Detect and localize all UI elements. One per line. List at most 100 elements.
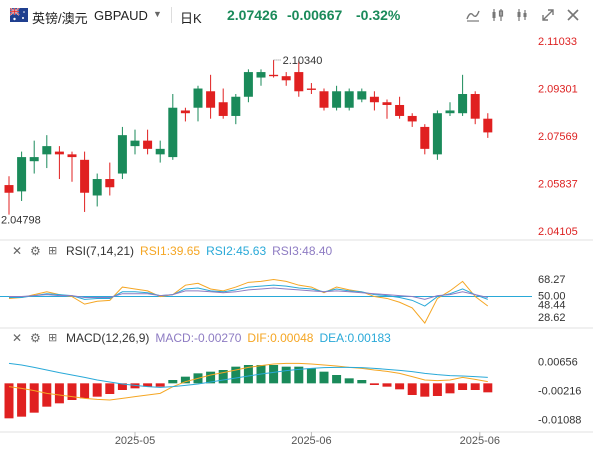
rsi-y-tick-label: 28.62 [538,312,566,324]
high-price-label: 2.10340 [283,55,323,67]
macd-histogram-bar [155,383,165,387]
candle-body [54,151,64,155]
macd-histogram-bar [29,383,39,413]
indicator-settings-icon[interactable] [465,7,481,23]
low-price-label: 2.04798 [1,215,41,227]
macd-value: MACD:-0.00270 [155,331,242,345]
rsi-header: ✕ ⚙ ⊞ RSI(7,14,21) RSI1:39.65 RSI2:45.63… [12,244,332,258]
candle-body [193,88,203,108]
macd-histogram-bar [407,383,417,395]
gear-icon[interactable]: ⚙ [30,331,41,345]
candle-body [29,157,39,162]
rsi-y-tick-label: 48.44 [538,300,566,312]
macd-histogram-bar [168,380,178,384]
candle-body [407,115,417,122]
candle-body [470,94,480,119]
timeframe-selector[interactable]: 日K [180,11,202,26]
candle-body [458,94,468,114]
macd-y-tick-label: -0.00216 [538,386,581,398]
candle-body [4,185,14,193]
candle-body [344,91,354,108]
price-change: -0.00667 [287,7,343,23]
macd-histogram-bar [105,383,115,394]
candle-style-icon[interactable] [514,7,530,23]
close-icon[interactable] [565,7,581,23]
rsi-y-tick-label: 68.27 [538,274,566,286]
rsi2-value: RSI2:45.63 [206,244,267,258]
candle-body [80,159,90,193]
candlestick-chart[interactable]: 2.11033 2.09301 2.07569 2.05837 2.04105 2.103… [0,30,593,453]
dea-line [8,362,488,388]
x-tick-label: 2025-05 [115,435,155,447]
macd-header: ✕ ⚙ ⊞ MACD(12,26,9) MACD:-0.00270 DIF:0.… [12,331,391,345]
checkbox-icon[interactable]: ⊞ [48,245,58,257]
y-tick-label: 2.05837 [538,179,578,191]
macd-y-tick-label: 0.00656 [538,356,578,368]
dea-value: DEA:0.00183 [319,331,391,345]
macd-histogram-bar [243,365,253,384]
candle-body [281,76,291,81]
rsi3-value: RSI3:48.40 [272,244,333,258]
macd-histogram-bar [281,366,291,384]
macd-histogram-bar [180,376,190,384]
candle-body [180,110,190,114]
candle-body [17,157,27,192]
candle-body [420,126,430,149]
candle-body [117,135,127,174]
candle-body [218,102,228,116]
macd-histogram-bar [269,365,279,384]
macd-histogram-bar [420,383,430,397]
macd-y-tick-label: -0.01088 [538,415,581,427]
candle-body [231,96,241,116]
macd-histogram-bar [54,383,64,404]
macd-histogram-bar [369,383,379,385]
macd-histogram-bar [206,371,216,384]
candle-body [105,179,115,188]
chart-type-icon[interactable] [490,7,506,23]
x-tick-label: 2025-06 [291,435,331,447]
dif-line [8,362,488,401]
close-indicator-icon[interactable]: ✕ [12,244,23,258]
symbol-selector[interactable]: GBPAUD [94,8,148,23]
candle-body [369,96,379,103]
macd-histogram-bar [306,368,316,384]
x-tick-label: 2025-06 [460,435,500,447]
rsi1-value: RSI1:39.65 [140,244,201,258]
candle-body [42,146,52,155]
macd-histogram-bar [231,366,241,384]
y-tick-label: 2.07569 [538,131,578,143]
rsi3-line [9,287,488,300]
macd-histogram-bar [4,383,14,419]
rsi2-line [9,284,488,307]
checkbox-icon[interactable]: ⊞ [48,332,58,344]
macd-histogram-bar [458,383,468,390]
macd-histogram-bar [218,370,228,384]
candle-body [357,91,367,100]
candle-body [206,91,216,108]
macd-histogram-bar [395,383,405,390]
close-indicator-icon[interactable]: ✕ [12,331,23,345]
expand-icon[interactable] [540,7,556,23]
macd-histogram-bar [483,383,493,393]
chevron-down-icon[interactable]: ▼ [153,9,162,19]
candle-body [168,107,178,158]
y-tick-label: 2.09301 [538,84,578,96]
gear-icon[interactable]: ⚙ [30,244,41,258]
last-price: 2.07426 [227,7,278,23]
candle-body [143,140,153,149]
macd-histogram-bar [470,383,480,390]
macd-histogram-bar [67,383,77,400]
candle-body [155,148,165,155]
toolbar-divider [171,7,172,23]
macd-histogram-bar [42,383,52,407]
macd-histogram-bar [17,383,27,417]
y-tick-label: 2.04105 [538,226,578,238]
macd-histogram-bar [432,383,442,396]
candle-body [294,72,304,92]
macd-histogram-bar [92,383,102,397]
price-change-percent: -0.32% [356,7,401,23]
macd-histogram-bar [80,383,90,399]
candle-body [306,88,316,90]
candle-body [269,74,279,77]
candle-body [67,154,77,158]
